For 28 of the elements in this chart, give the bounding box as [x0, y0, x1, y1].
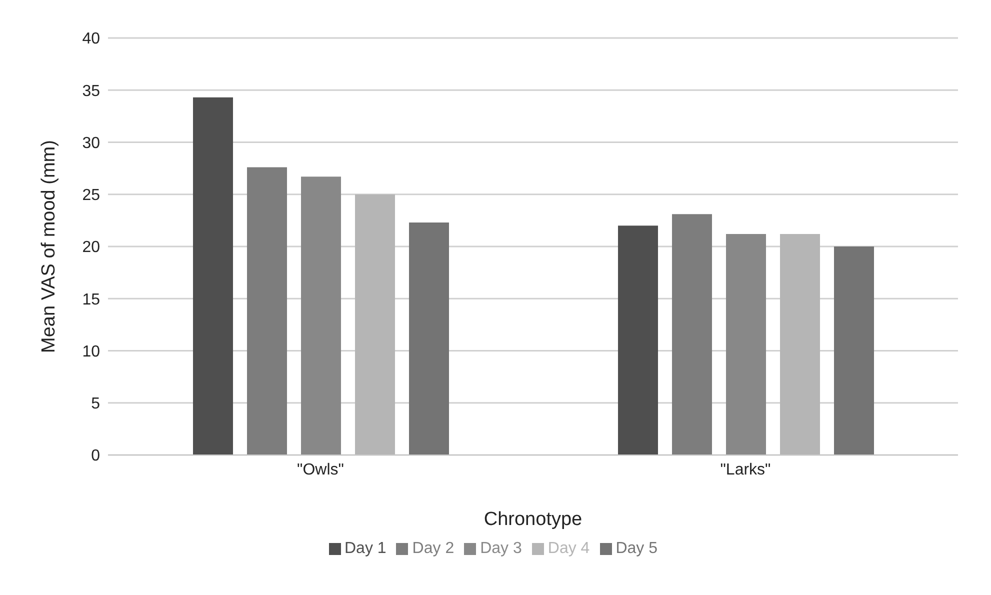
- legend-label: Day 2: [412, 540, 454, 557]
- bar: [193, 97, 233, 455]
- y-tick-label: 40: [82, 30, 100, 48]
- y-tick-label: 25: [82, 187, 100, 204]
- y-tick-label: 20: [82, 239, 100, 256]
- bar: [672, 214, 712, 455]
- bar: [726, 234, 766, 455]
- bar: [409, 222, 449, 455]
- legend-label: Day 5: [616, 540, 658, 557]
- y-tick-label: 0: [91, 448, 100, 465]
- legend-label: Day 4: [548, 540, 590, 557]
- x-axis-title: Chronotype: [484, 509, 582, 530]
- bar: [355, 194, 395, 455]
- y-tick-label: 10: [82, 343, 100, 360]
- bar: [618, 226, 658, 455]
- y-tick-label: 30: [82, 134, 100, 152]
- bar: [247, 167, 287, 455]
- bar: [301, 176, 341, 455]
- legend-label: Day 1: [344, 540, 386, 557]
- x-tick-label: "Larks": [720, 461, 771, 478]
- y-tick-label: 35: [82, 82, 100, 100]
- y-axis-title: Mean VAS of mood (mm): [38, 140, 60, 353]
- bar: [834, 246, 874, 455]
- y-tick-label: 5: [91, 396, 100, 413]
- x-tick-label: "Owls": [297, 461, 344, 478]
- y-tick-label: 15: [82, 291, 100, 308]
- bar: [780, 234, 820, 455]
- legend-label: Day 3: [480, 540, 522, 557]
